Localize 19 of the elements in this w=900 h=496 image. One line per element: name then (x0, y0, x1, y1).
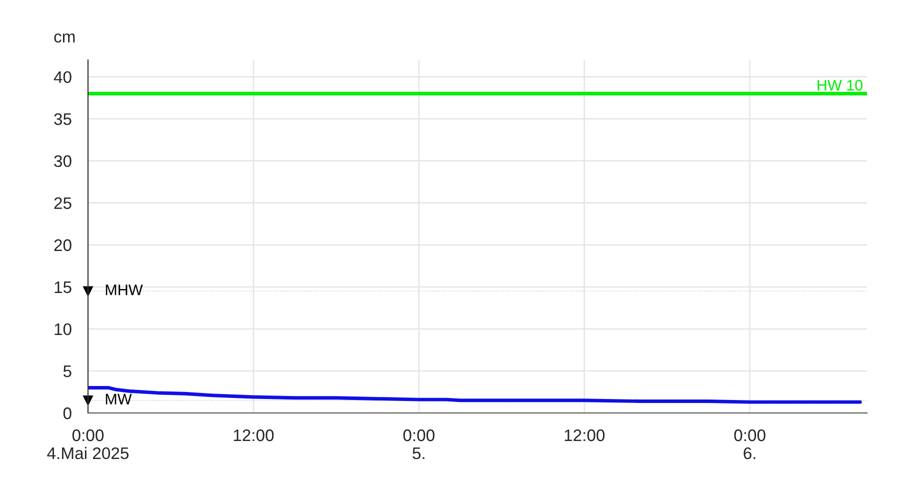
y-axis-title: cm (54, 33, 75, 43)
y-tick-label: 20 (54, 239, 72, 252)
y-tick-label: 35 (54, 113, 72, 126)
y-tick-label: 10 (54, 323, 72, 336)
x-tick-label: 0:00 5. (403, 429, 434, 460)
x-tick-label: 12:00 (234, 429, 274, 442)
y-tick-label: 30 (54, 155, 72, 168)
x-tick-label: 12:00 (564, 429, 605, 442)
y-tick-label: 15 (54, 282, 72, 294)
x-tick-label: 0:00 6. (734, 429, 766, 460)
y-tick-label: 5 (63, 366, 72, 378)
ref-line-label: MW (106, 394, 132, 404)
y-tick-label: 25 (54, 197, 72, 210)
y-tick-label: 0 (63, 407, 72, 420)
y-tick-label: 40 (54, 71, 72, 84)
ref-line-label: MHW (106, 284, 143, 296)
x-tick-label: 0:00 4.Mai 2025 (47, 429, 129, 460)
ref-line-label: HW 10 (818, 80, 863, 91)
line-series (88, 386, 862, 404)
